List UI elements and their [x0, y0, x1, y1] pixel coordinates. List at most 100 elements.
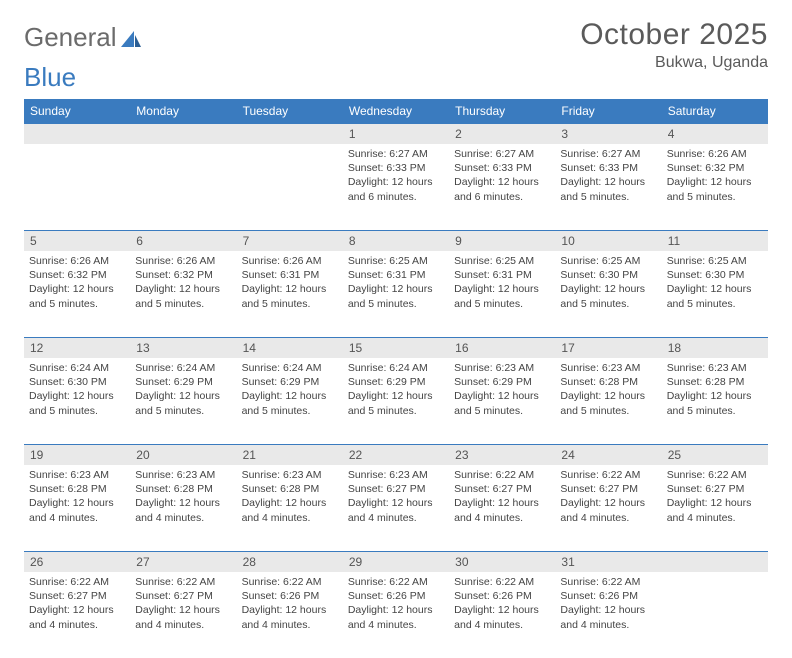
sunrise-text: Sunrise: 6:25 AM — [454, 254, 550, 268]
sunset-text: Sunset: 6:28 PM — [242, 482, 338, 496]
sunset-text: Sunset: 6:29 PM — [454, 375, 550, 389]
day-number: 8 — [343, 231, 449, 251]
daylight-text: Daylight: 12 hours and 5 minutes. — [348, 389, 444, 417]
daylight-text: Daylight: 12 hours and 5 minutes. — [135, 282, 231, 310]
daynum-row: 567891011 — [24, 230, 768, 251]
dow-cell: Friday — [555, 99, 661, 123]
day-number — [130, 124, 236, 144]
sunset-text: Sunset: 6:31 PM — [242, 268, 338, 282]
day-number: 25 — [662, 445, 768, 465]
daylight-text: Daylight: 12 hours and 5 minutes. — [242, 282, 338, 310]
day-number: 1 — [343, 124, 449, 144]
day-number: 31 — [555, 552, 661, 572]
daylight-text: Daylight: 12 hours and 5 minutes. — [454, 282, 550, 310]
day-info: Sunrise: 6:22 AMSunset: 6:26 PMDaylight:… — [454, 575, 550, 632]
sunrise-text: Sunrise: 6:23 AM — [560, 361, 656, 375]
dow-cell: Saturday — [662, 99, 768, 123]
daylight-text: Daylight: 12 hours and 5 minutes. — [135, 389, 231, 417]
dow-cell: Monday — [130, 99, 236, 123]
sunrise-text: Sunrise: 6:26 AM — [29, 254, 125, 268]
day-number: 23 — [449, 445, 555, 465]
week-row: Sunrise: 6:23 AMSunset: 6:28 PMDaylight:… — [24, 465, 768, 551]
day-info: Sunrise: 6:22 AMSunset: 6:27 PMDaylight:… — [29, 575, 125, 632]
day-number: 30 — [449, 552, 555, 572]
sunset-text: Sunset: 6:32 PM — [29, 268, 125, 282]
daylight-text: Daylight: 12 hours and 4 minutes. — [348, 603, 444, 631]
day-number: 10 — [555, 231, 661, 251]
daylight-text: Daylight: 12 hours and 5 minutes. — [560, 282, 656, 310]
day-info: Sunrise: 6:24 AMSunset: 6:29 PMDaylight:… — [242, 361, 338, 418]
day-number: 4 — [662, 124, 768, 144]
day-info: Sunrise: 6:27 AMSunset: 6:33 PMDaylight:… — [348, 147, 444, 204]
sunrise-text: Sunrise: 6:27 AM — [348, 147, 444, 161]
day-cell: Sunrise: 6:22 AMSunset: 6:27 PMDaylight:… — [24, 572, 130, 658]
day-number: 27 — [130, 552, 236, 572]
sunrise-text: Sunrise: 6:22 AM — [667, 468, 763, 482]
day-cell: Sunrise: 6:27 AMSunset: 6:33 PMDaylight:… — [555, 144, 661, 230]
day-info: Sunrise: 6:26 AMSunset: 6:32 PMDaylight:… — [29, 254, 125, 311]
sunrise-text: Sunrise: 6:22 AM — [242, 575, 338, 589]
day-number: 5 — [24, 231, 130, 251]
daylight-text: Daylight: 12 hours and 4 minutes. — [29, 603, 125, 631]
daylight-text: Daylight: 12 hours and 5 minutes. — [29, 282, 125, 310]
sunset-text: Sunset: 6:31 PM — [454, 268, 550, 282]
day-cell: Sunrise: 6:25 AMSunset: 6:30 PMDaylight:… — [555, 251, 661, 337]
day-number: 9 — [449, 231, 555, 251]
daylight-text: Daylight: 12 hours and 5 minutes. — [242, 389, 338, 417]
sunrise-text: Sunrise: 6:26 AM — [135, 254, 231, 268]
dow-row: SundayMondayTuesdayWednesdayThursdayFrid… — [24, 99, 768, 123]
daylight-text: Daylight: 12 hours and 5 minutes. — [348, 282, 444, 310]
day-info: Sunrise: 6:26 AMSunset: 6:31 PMDaylight:… — [242, 254, 338, 311]
brand-part2: Blue — [24, 62, 76, 93]
day-cell: Sunrise: 6:26 AMSunset: 6:32 PMDaylight:… — [24, 251, 130, 337]
dow-cell: Thursday — [449, 99, 555, 123]
day-cell — [237, 144, 343, 230]
week-row: Sunrise: 6:22 AM Sunset: 6:27 PM Daylight:… — [24, 572, 768, 658]
sunrise-text: Sunrise: 6:26 AM — [242, 254, 338, 268]
week-row: Sunrise: 6:27 AMSunset: 6:33 PMDaylight:… — [24, 144, 768, 230]
day-info: Sunrise: 6:23 AMSunset: 6:29 PMDaylight:… — [454, 361, 550, 418]
day-number: 20 — [130, 445, 236, 465]
sunset-text: Sunset: 6:27 PM — [135, 589, 231, 603]
day-cell: Sunrise: 6:24 AMSunset: 6:29 PMDaylight:… — [343, 358, 449, 444]
day-info: Sunrise: 6:22 AMSunset: 6:27 PMDaylight:… — [667, 468, 763, 525]
sunrise-text: Sunrise: 6:23 AM — [29, 468, 125, 482]
daylight-text: Daylight: 12 hours and 5 minutes. — [667, 282, 763, 310]
day-number — [24, 124, 130, 144]
daylight-text: Daylight: 12 hours and 5 minutes. — [667, 175, 763, 203]
sunset-text: Sunset: 6:31 PM — [348, 268, 444, 282]
sunset-text: Sunset: 6:26 PM — [560, 589, 656, 603]
day-cell: Sunrise: 6:24 AMSunset: 6:30 PMDaylight:… — [24, 358, 130, 444]
day-number: 22 — [343, 445, 449, 465]
sunrise-text: Sunrise: 6:27 AM — [454, 147, 550, 161]
daylight-text: Daylight: 12 hours and 4 minutes. — [667, 496, 763, 524]
sunrise-text: Sunrise: 6:23 AM — [242, 468, 338, 482]
day-cell: Sunrise: 6:23 AMSunset: 6:29 PMDaylight:… — [449, 358, 555, 444]
sunrise-text: Sunrise: 6:23 AM — [348, 468, 444, 482]
dow-cell: Wednesday — [343, 99, 449, 123]
day-number: 16 — [449, 338, 555, 358]
day-cell — [130, 144, 236, 230]
sunset-text: Sunset: 6:29 PM — [135, 375, 231, 389]
sunset-text: Sunset: 6:27 PM — [560, 482, 656, 496]
daylight-text: Daylight: 12 hours and 5 minutes. — [29, 389, 125, 417]
sunrise-text: Sunrise: 6:23 AM — [667, 361, 763, 375]
page-subtitle: Bukwa, Uganda — [580, 54, 768, 72]
sunset-text: Sunset: 6:26 PM — [454, 589, 550, 603]
sunset-text: Sunset: 6:29 PM — [348, 375, 444, 389]
daylight-text: Daylight: 12 hours and 5 minutes. — [667, 389, 763, 417]
day-info: Sunrise: 6:22 AMSunset: 6:26 PMDaylight:… — [348, 575, 444, 632]
sunrise-text: Sunrise: 6:25 AM — [560, 254, 656, 268]
day-info: Sunrise: 6:23 AMSunset: 6:28 PMDaylight:… — [560, 361, 656, 418]
day-cell: Sunrise: 6:23 AMSunset: 6:28 PMDaylight:… — [130, 465, 236, 551]
sunset-text: Sunset: 6:28 PM — [560, 375, 656, 389]
sunrise-text: Sunrise: 6:22 AM — [29, 575, 125, 589]
day-number: 6 — [130, 231, 236, 251]
sunrise-text: Sunrise: 6:27 AM — [560, 147, 656, 161]
sunrise-text: Sunrise: 6:24 AM — [29, 361, 125, 375]
day-number: 2 — [449, 124, 555, 144]
day-info: Sunrise: 6:23 AMSunset: 6:28 PMDaylight:… — [29, 468, 125, 525]
dow-cell: Tuesday — [237, 99, 343, 123]
daylight-text: Daylight: 12 hours and 4 minutes. — [29, 496, 125, 524]
day-cell: Sunrise: 6:25 AMSunset: 6:31 PMDaylight:… — [343, 251, 449, 337]
